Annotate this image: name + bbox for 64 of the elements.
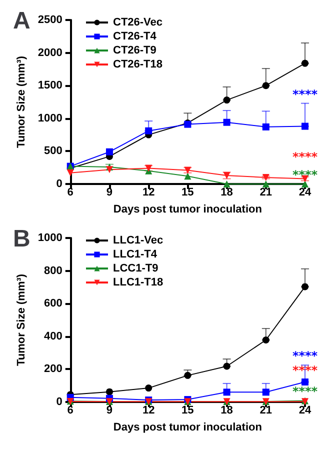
y-tick-label: 2500 bbox=[38, 14, 62, 26]
chart-title: B bbox=[13, 226, 30, 252]
y-tick-label: 2000 bbox=[38, 46, 62, 59]
point bbox=[184, 372, 192, 379]
point bbox=[145, 384, 152, 392]
y-tick-label: 800 bbox=[44, 264, 62, 277]
point bbox=[302, 60, 308, 67]
point bbox=[223, 388, 230, 396]
y-tick-label: 200 bbox=[44, 363, 62, 376]
point bbox=[223, 118, 230, 126]
point bbox=[145, 127, 152, 134]
point bbox=[66, 169, 74, 176]
legend-label: CT26-T4 bbox=[113, 30, 158, 42]
x-tick-label: 18 bbox=[220, 186, 233, 198]
point bbox=[262, 174, 270, 181]
legend-label: LLC1-T4 bbox=[113, 248, 158, 260]
y-tick-label: 0 bbox=[56, 178, 62, 190]
point bbox=[223, 180, 230, 188]
x-tick-label: 24 bbox=[298, 404, 312, 416]
y-axis-title: Tumor Size (mm³) bbox=[16, 274, 28, 366]
point bbox=[262, 82, 270, 90]
x-tick-label: 18 bbox=[220, 404, 233, 416]
point bbox=[223, 362, 230, 370]
legend-label: LLC1-T18 bbox=[113, 276, 164, 288]
y-tick-label: 1500 bbox=[38, 80, 62, 92]
x-tick-label: 12 bbox=[142, 404, 155, 416]
point bbox=[262, 388, 270, 396]
point bbox=[223, 96, 230, 104]
x-tick-label: 12 bbox=[142, 186, 155, 198]
legend-label: CT26-Vec bbox=[113, 16, 163, 28]
data-label: **** bbox=[292, 168, 318, 182]
data-label: **** bbox=[292, 87, 318, 102]
y-tick-label: 1000 bbox=[38, 232, 62, 244]
legend-label: LLC1-Vec bbox=[113, 234, 164, 246]
y-tick-label: 600 bbox=[44, 298, 62, 310]
point bbox=[302, 283, 308, 290]
x-axis-title: Days post tumor inoculation bbox=[113, 204, 262, 216]
legend-label: CT26-T9 bbox=[113, 44, 156, 56]
y-tick-label: 500 bbox=[44, 145, 62, 158]
y-tick-label: 400 bbox=[44, 330, 62, 342]
point bbox=[262, 123, 270, 130]
y-tick-label: 1000 bbox=[38, 112, 62, 124]
point bbox=[106, 388, 113, 396]
point bbox=[302, 122, 308, 130]
legend-label: CT26-T18 bbox=[113, 58, 163, 70]
x-tick-label: 21 bbox=[260, 186, 272, 198]
legend-label: LCC1-T9 bbox=[113, 262, 158, 274]
point bbox=[184, 172, 192, 180]
y-tick-label: 0 bbox=[56, 396, 62, 408]
data-label: **** bbox=[292, 349, 318, 364]
chart-title: A bbox=[13, 8, 30, 34]
point bbox=[106, 166, 113, 174]
point bbox=[106, 148, 113, 156]
x-tick-label: 24 bbox=[298, 186, 312, 198]
point bbox=[262, 180, 270, 188]
x-tick-label: 15 bbox=[182, 404, 194, 416]
x-axis-title: Days post tumor inoculation bbox=[113, 422, 262, 434]
data-label: **** bbox=[292, 384, 318, 399]
point bbox=[302, 378, 308, 386]
point bbox=[262, 336, 270, 344]
x-tick-label: 15 bbox=[182, 186, 194, 198]
data-label: **** bbox=[292, 150, 318, 164]
x-tick-label: 21 bbox=[260, 404, 272, 416]
y-axis-title: Tumor Size (mm³) bbox=[16, 56, 28, 148]
